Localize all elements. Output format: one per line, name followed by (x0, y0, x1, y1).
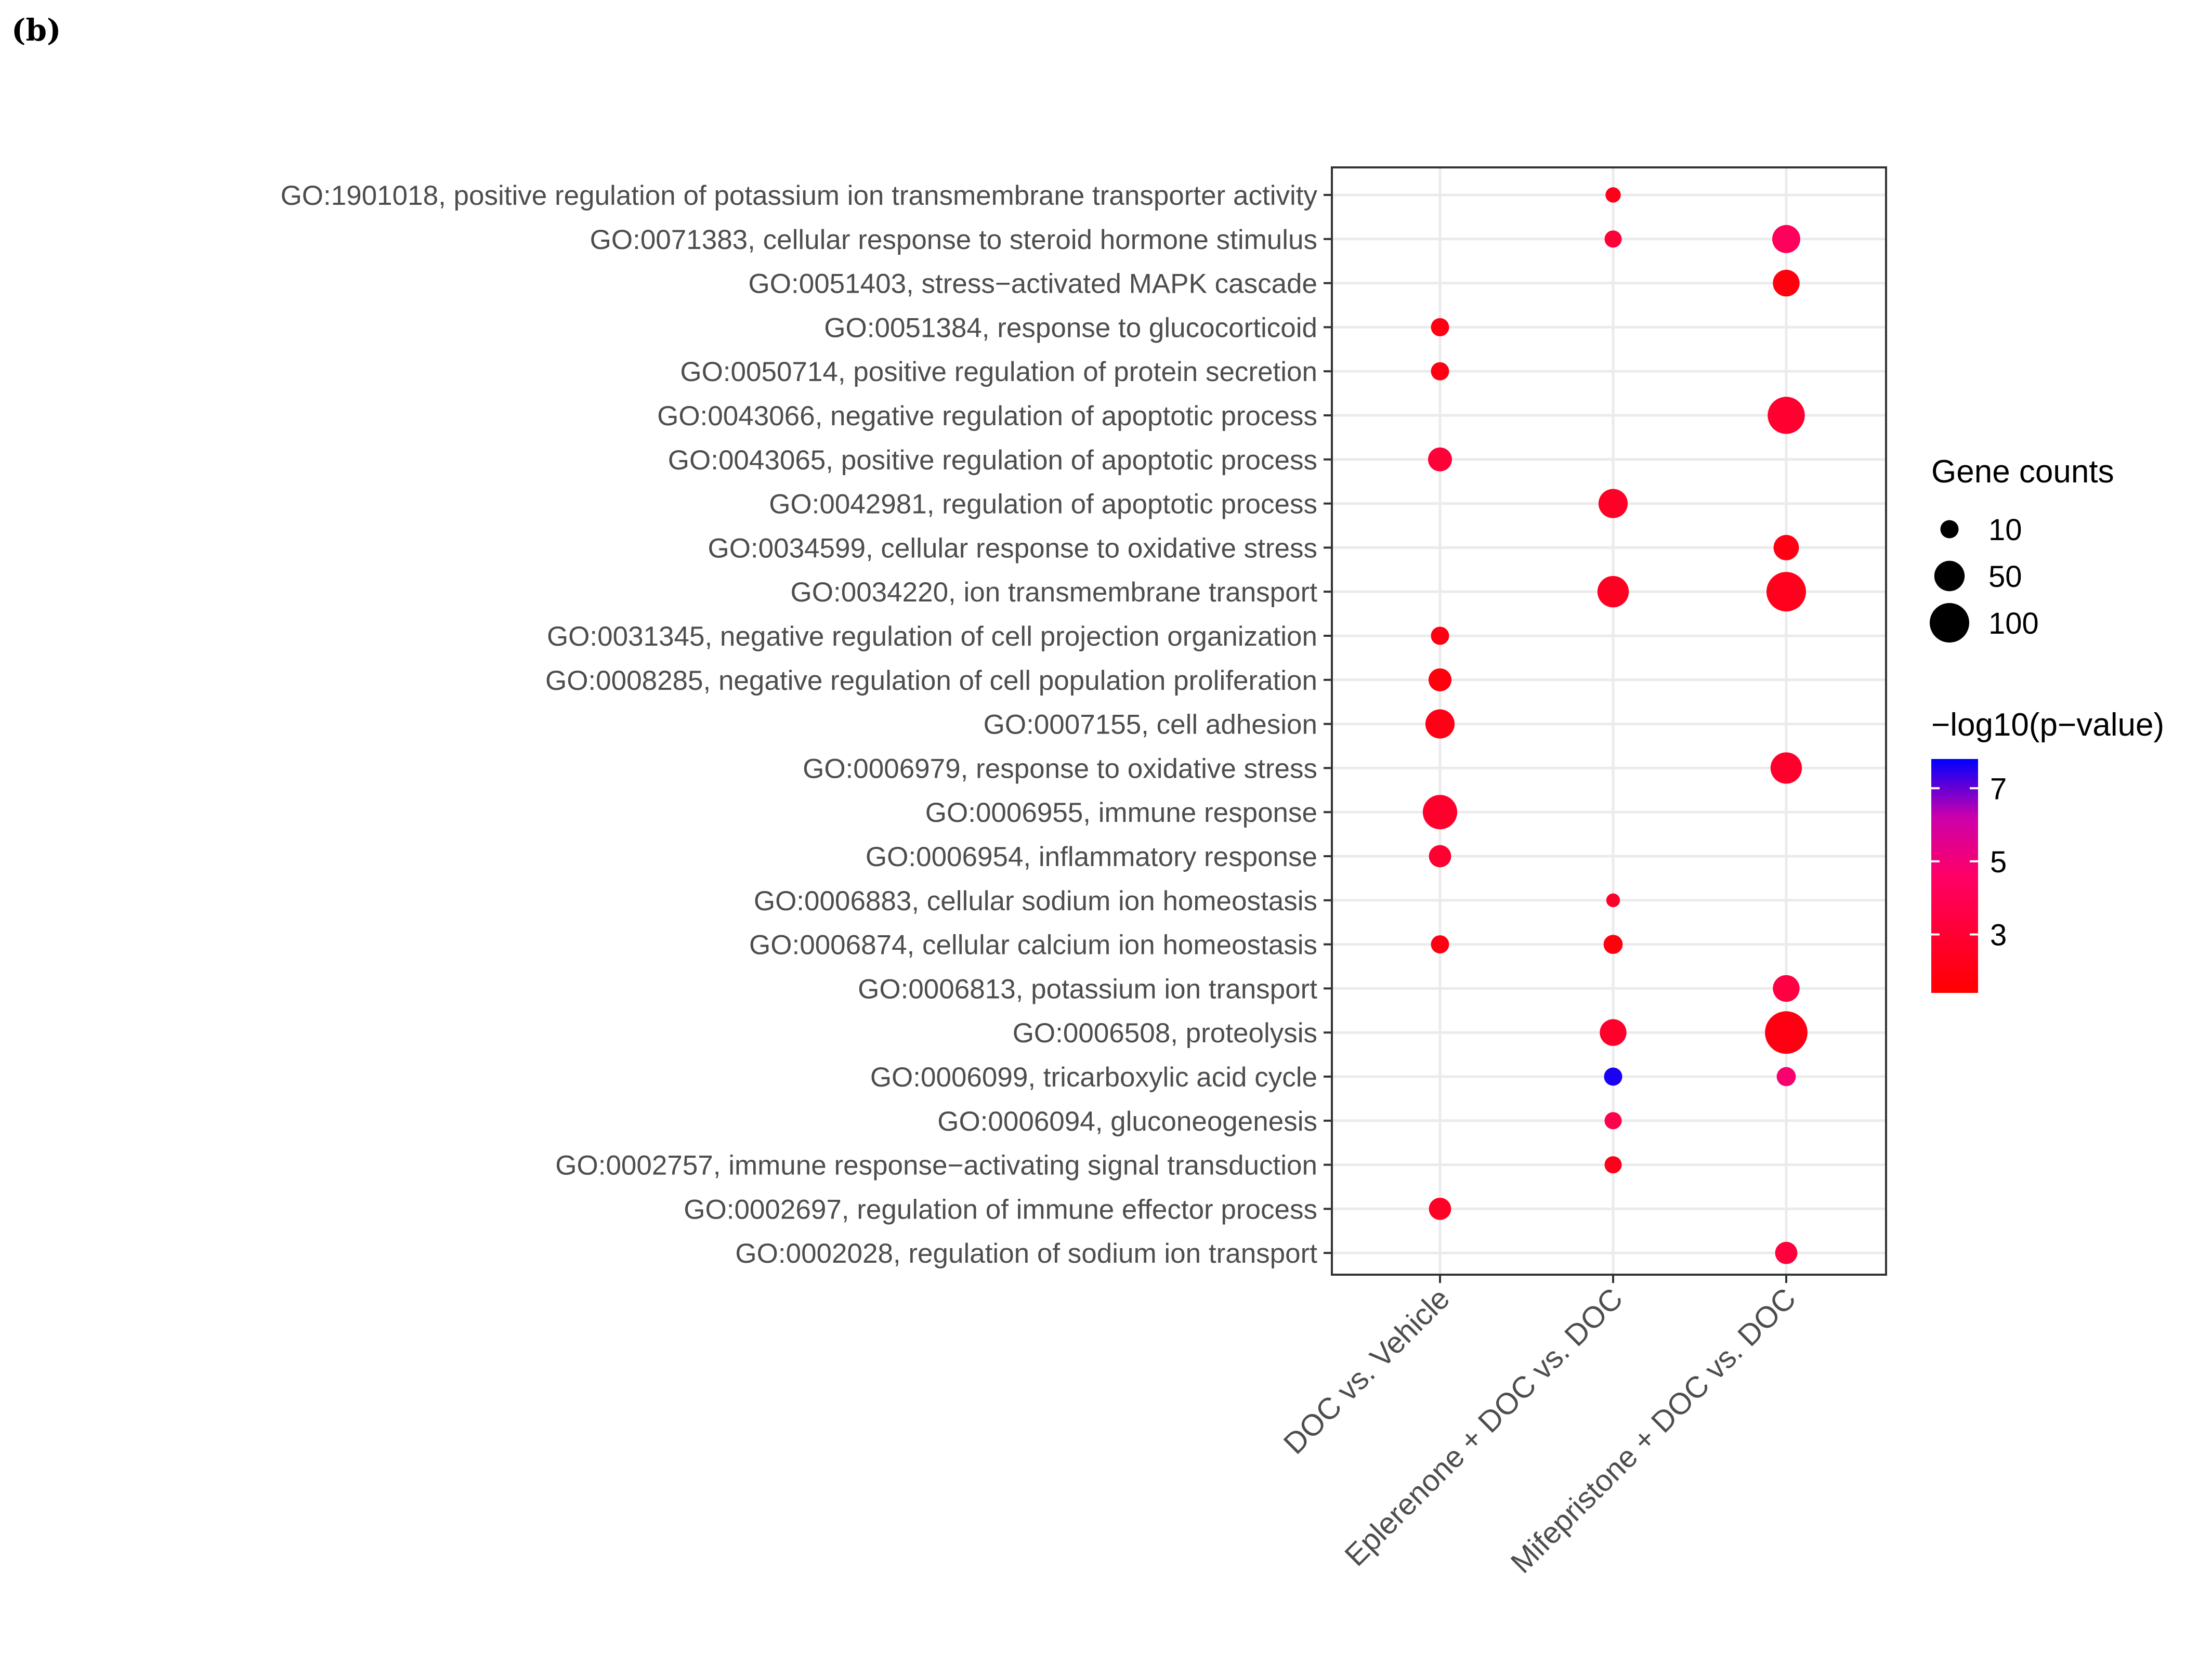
y-tick-label: GO:0006883, cellular sodium ion homeosta… (754, 886, 1317, 916)
y-tick-label: GO:0071383, cellular response to steroid… (590, 225, 1317, 255)
size-legend-title: Gene counts (1931, 454, 2114, 490)
size-legend-label: 50 (1988, 560, 2022, 594)
y-tick-label: GO:0043066, negative regulation of apopt… (657, 401, 1317, 431)
y-tick-label: GO:0050714, positive regulation of prote… (680, 357, 1317, 387)
y-tick-label: GO:0034599, cellular response to oxidati… (708, 533, 1317, 564)
x-tick-label: Mifepristone + DOC vs. DOC (1504, 1281, 1803, 1580)
y-tick-label: GO:0034220, ion transmembrane transport (791, 577, 1318, 608)
color-legend: −log10(p−value) 3 5 7 (1931, 707, 2164, 993)
size-legend-label: 100 (1988, 607, 2039, 640)
color-legend-label: 7 (1990, 772, 2007, 806)
y-tick-label: GO:0007155, cell adhesion (984, 710, 1317, 740)
data-point (1428, 668, 1452, 691)
data-point (1598, 489, 1628, 518)
color-legend-title: −log10(p−value) (1931, 707, 2164, 743)
data-point (1429, 1198, 1451, 1220)
y-tick-label: GO:0006979, response to oxidative stress (803, 753, 1317, 784)
data-point (1431, 318, 1449, 336)
data-point (1775, 1241, 1798, 1264)
data-point (1431, 935, 1449, 954)
y-tick-label: GO:0006094, gluconeogenesis (937, 1106, 1317, 1137)
y-tick-label: GO:0006874, cellular calcium ion homeost… (749, 930, 1317, 961)
data-point (1604, 1156, 1622, 1174)
y-tick-label: GO:0002757, immune response−activating s… (555, 1150, 1317, 1181)
data-points (1422, 187, 1808, 1264)
data-point (1773, 975, 1800, 1002)
data-point (1768, 397, 1805, 434)
y-tick-label: GO:0031345, negative regulation of cell … (547, 621, 1317, 652)
plot-border (1331, 166, 1887, 1276)
color-legend-label: 5 (1990, 845, 2007, 879)
y-axis-ticks: GO:1901018, positive regulation of potas… (281, 180, 1332, 1269)
y-tick-label: GO:0042981, regulation of apoptotic proc… (769, 489, 1317, 520)
x-tick-label: Eplerenone + DOC vs. DOC (1338, 1281, 1629, 1573)
data-point (1597, 576, 1629, 608)
y-tick-label: GO:0051384, response to glucocorticoid (824, 312, 1317, 343)
y-tick-label: GO:0006099, tricarboxylic acid cycle (870, 1062, 1317, 1093)
data-point (1604, 1067, 1622, 1086)
data-point (1606, 893, 1620, 908)
data-point (1425, 709, 1455, 739)
y-tick-label: GO:0006813, potassium ion transport (858, 974, 1317, 1004)
data-point (1604, 230, 1622, 248)
size-legend-key (1940, 520, 1959, 539)
data-point (1773, 269, 1800, 297)
color-legend-label: 3 (1990, 919, 2007, 952)
y-tick-label: GO:0002028, regulation of sodium ion tra… (735, 1238, 1317, 1269)
plot-background (1332, 167, 1886, 1275)
data-point (1604, 1112, 1622, 1130)
data-point (1765, 1011, 1808, 1054)
data-point (1600, 1019, 1627, 1046)
panel-label: (b) (11, 12, 61, 48)
data-point (1603, 935, 1623, 954)
y-tick-label: GO:1901018, positive regulation of potas… (281, 180, 1318, 211)
y-tick-label: GO:0002697, regulation of immune effecto… (684, 1194, 1317, 1225)
data-point (1776, 1067, 1796, 1086)
data-point (1770, 752, 1802, 784)
size-legend-label: 10 (1988, 513, 2022, 547)
data-point (1428, 447, 1452, 472)
y-tick-label: GO:0008285, negative regulation of cell … (545, 665, 1317, 696)
size-legend: Gene counts 10 50 100 (1930, 454, 2114, 643)
data-point (1431, 362, 1449, 381)
data-point (1429, 845, 1451, 868)
y-tick-label: GO:0043065, positive regulation of apopt… (668, 445, 1317, 476)
data-point (1772, 225, 1800, 253)
y-tick-label: GO:0006508, proteolysis (1013, 1018, 1317, 1049)
size-legend-key (1930, 603, 1969, 643)
data-point (1422, 795, 1458, 830)
data-point (1605, 187, 1621, 203)
size-legend-key (1934, 560, 1965, 592)
color-bar (1931, 759, 1978, 993)
data-point (1431, 626, 1449, 645)
y-tick-label: GO:0051403, stress−activated MAPK cascad… (749, 269, 1317, 299)
data-point (1773, 535, 1799, 560)
data-point (1766, 572, 1806, 612)
x-tick-label: DOC vs. Vehicle (1277, 1281, 1457, 1461)
y-tick-label: GO:0006954, inflammatory response (866, 842, 1317, 872)
y-tick-label: GO:0006955, immune response (925, 797, 1317, 828)
